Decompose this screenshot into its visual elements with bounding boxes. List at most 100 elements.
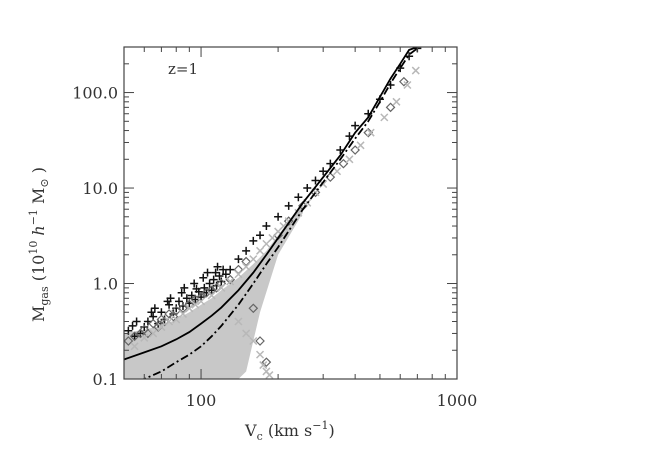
data-point-cross xyxy=(242,329,251,338)
data-point-plus xyxy=(274,212,283,221)
data-point-cross xyxy=(403,80,412,90)
data-point-diamond xyxy=(171,305,182,316)
data-point-cross xyxy=(149,329,158,338)
data-point-plus xyxy=(140,323,149,332)
data-point-cross xyxy=(197,297,206,306)
data-point-plus xyxy=(249,236,258,245)
data-point-cross xyxy=(226,277,235,286)
data-point-cross xyxy=(157,323,166,332)
data-point-plus xyxy=(174,297,183,306)
data-point-plus xyxy=(284,201,293,210)
data-point-plus xyxy=(262,222,271,231)
data-point-cross xyxy=(191,300,200,309)
data-point-plus xyxy=(132,317,141,326)
data-point-diamond xyxy=(399,76,409,87)
data-point-plus xyxy=(242,246,251,255)
data-point-cross xyxy=(411,66,420,75)
dense-point-fill xyxy=(124,202,303,379)
data-point-diamond xyxy=(261,357,272,368)
data-point-plus xyxy=(226,265,235,274)
data-point-diamond xyxy=(241,256,251,267)
data-point-cross xyxy=(392,97,401,106)
data-point-cross xyxy=(172,315,181,324)
data-point-plus xyxy=(180,283,189,292)
ticks-layer: 100 1000 0.1 1.0 10.0 100.0 xyxy=(72,46,478,410)
data-point-diamond xyxy=(124,336,134,346)
data-point-cross xyxy=(356,141,365,150)
data-point-cross xyxy=(380,113,389,122)
data-point-cross xyxy=(345,155,354,164)
x-label-rest: (km s xyxy=(263,421,313,440)
data-point-plus xyxy=(209,275,218,284)
data-point-plus xyxy=(211,268,220,277)
data-point-diamond xyxy=(143,328,153,339)
data-point-plus xyxy=(182,294,191,303)
data-point-cross xyxy=(249,336,258,346)
data-point-plus xyxy=(128,321,137,330)
data-point-plus xyxy=(351,121,360,130)
y-label-h: h xyxy=(29,225,48,240)
x-axis-label: Vc (km s−1) xyxy=(244,419,335,443)
data-point-cross xyxy=(262,239,271,248)
data-point-plus xyxy=(311,176,320,185)
data-point-cross xyxy=(366,128,375,137)
data-point-diamond xyxy=(248,303,259,314)
data-point-cross xyxy=(242,262,251,271)
data-point-cross xyxy=(333,167,342,176)
data-point-plus xyxy=(147,308,156,317)
y-label-close: ) xyxy=(29,167,48,178)
data-point-cross xyxy=(217,283,226,292)
y-tick-label: 100.0 xyxy=(72,84,118,103)
data-point-diamond xyxy=(255,336,265,346)
y-tick-label: 10.0 xyxy=(82,179,118,198)
data-point-cross xyxy=(234,317,243,326)
y-label-main: M xyxy=(29,306,48,322)
data-point-diamond xyxy=(338,158,349,169)
data-point-plus xyxy=(205,279,214,288)
data-point-plus xyxy=(130,332,139,341)
y-label-sun-sub: ⊙ xyxy=(38,178,51,187)
data-point-plus xyxy=(219,265,228,274)
data-point-plus xyxy=(234,255,243,264)
x-label-exp: −1 xyxy=(312,419,328,432)
x-label-close: ) xyxy=(328,421,334,440)
y-label-msun: M xyxy=(29,188,48,209)
data-point-cross xyxy=(294,208,303,217)
data-point-cross xyxy=(165,317,174,326)
y-label-exp2: −1 xyxy=(27,209,40,225)
data-point-cross xyxy=(268,233,277,242)
x-label-sub: c xyxy=(257,430,263,443)
x-tick-label: 100 xyxy=(186,391,217,410)
y-label-open: (10 xyxy=(29,255,48,287)
data-point-cross xyxy=(178,309,188,318)
data-point-diamond xyxy=(164,309,174,319)
y-label-sub: gas xyxy=(38,286,51,306)
data-point-plus xyxy=(166,294,175,303)
data-point-plus xyxy=(177,288,186,297)
y-tick-label: 0.1 xyxy=(93,370,118,389)
data-point-plus xyxy=(294,193,303,202)
data-point-cross xyxy=(256,246,265,255)
data-point-plus xyxy=(213,262,222,271)
lines-layer xyxy=(124,47,418,379)
data-point-cross xyxy=(140,333,149,342)
data-point-cross xyxy=(234,270,243,279)
data-point-plus xyxy=(319,167,328,176)
data-point-cross xyxy=(256,350,265,359)
data-point-cross xyxy=(130,342,139,351)
y-axis-label: Mgas (1010 h−1 M⊙ ) xyxy=(27,167,51,322)
data-point-plus xyxy=(405,52,414,61)
y-label-exp1: 10 xyxy=(27,241,40,255)
data-point-plus xyxy=(150,304,159,313)
points-layer xyxy=(124,47,422,379)
plot-frame xyxy=(123,46,458,380)
data-point-cross xyxy=(207,291,216,300)
x-tick-label: 1000 xyxy=(437,391,478,410)
data-point-plus xyxy=(191,295,200,304)
data-point-plus xyxy=(203,268,212,277)
data-point-plus xyxy=(178,302,187,311)
relation-line-dashdot xyxy=(142,47,418,379)
data-point-plus xyxy=(187,291,196,300)
data-point-diamond xyxy=(178,303,188,314)
